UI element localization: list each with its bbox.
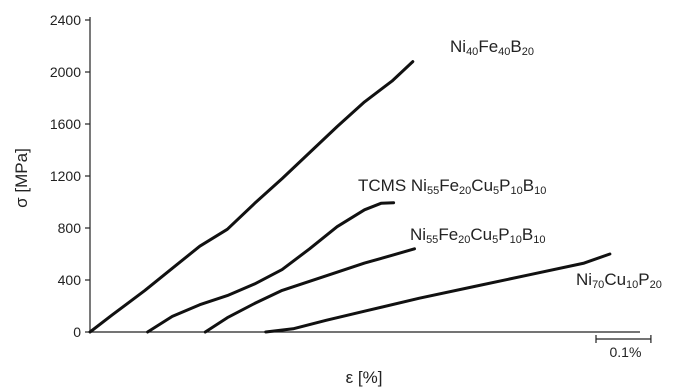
label-subscript: 20 [458,234,470,246]
label-subscript: 10 [533,234,545,246]
y-tick-label: 800 [58,220,82,236]
y-tick-label: 0 [73,324,81,340]
label-text: P [638,270,649,289]
label-text: Ni [410,225,426,244]
label-subscript: 10 [626,279,638,291]
label-text: Cu [470,225,492,244]
strain-scale-bar: 0.1% [595,335,652,360]
label-text: B [523,176,534,195]
label-text: B [510,37,521,56]
series-label-0: Ni40Fe40B20 [450,37,534,58]
label-subscript: 40 [466,46,478,58]
label-subscript: 40 [498,46,510,58]
label-text: Fe [478,37,498,56]
label-subscript: 20 [459,185,471,197]
label-text: Fe [439,176,459,195]
label-text: TCMS Ni [358,176,427,195]
y-tick-label: 1200 [50,168,81,184]
label-text: Fe [438,225,458,244]
series-line-0 [88,60,415,334]
series-label-3: Ni70Cu10P20 [576,270,662,291]
label-subscript: 10 [534,185,546,197]
series-lines [88,60,612,334]
label-subscript: 5 [492,234,498,246]
series-label-2: Ni55Fe20Cu5P10B10 [410,225,545,246]
y-tick-label: 400 [58,272,82,288]
label-subscript: 55 [427,185,439,197]
label-text: B [522,225,533,244]
label-subscript: 70 [592,279,604,291]
series-line-2 [203,247,416,334]
scale-bar-label: 0.1% [609,344,641,360]
x-axis-title: ε [%] [346,368,383,387]
label-text: Cu [604,270,626,289]
label-subscript: 10 [510,234,522,246]
scale-bar-line [595,335,652,343]
chart-axes: 0 400 800 1200 1600 2000 2400 σ [MPa] ε [%] [12,12,640,387]
y-tick-label: 1600 [50,116,81,132]
series-line-1 [146,201,396,334]
label-text: P [499,176,510,195]
label-subscript: 55 [426,234,438,246]
label-text: Cu [471,176,493,195]
label-subscript: 20 [522,46,534,58]
series-line-3 [264,252,612,334]
y-axis-title: σ [MPa] [12,148,31,208]
label-subscript: 5 [493,185,499,197]
label-subscript: 20 [650,279,662,291]
label-text: Ni [576,270,592,289]
y-tick-label: 2000 [50,64,81,80]
label-text: Ni [450,37,466,56]
label-text: P [498,225,509,244]
label-subscript: 10 [511,185,523,197]
y-tick-label: 2400 [50,12,81,28]
series-label-1: TCMS Ni55Fe20Cu5P10B10 [358,176,546,197]
